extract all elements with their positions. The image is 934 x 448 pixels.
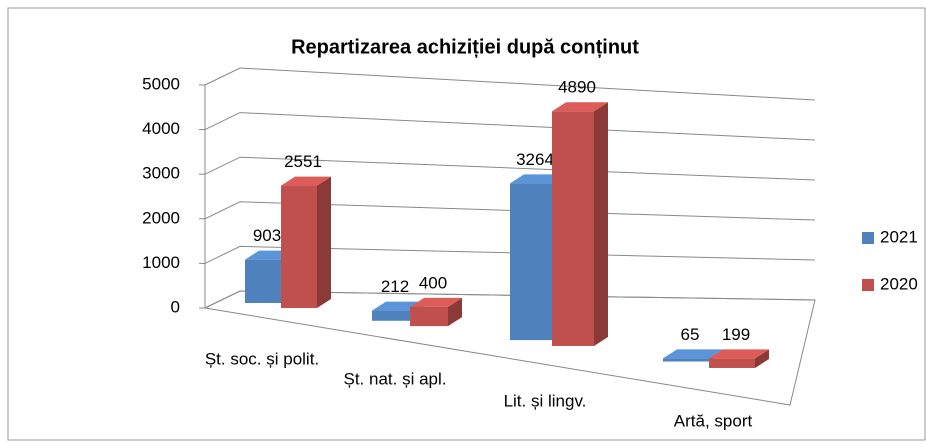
legend-label: 2020 (880, 274, 918, 293)
bar (709, 358, 755, 368)
bar-top (709, 349, 769, 359)
bar (663, 358, 709, 362)
y-tick-label: 3000 (142, 164, 180, 183)
chart-title: Repartizarea achiziției după conținut (291, 36, 639, 58)
x-tick-label: Lit. și lingv. (504, 391, 587, 410)
bar (372, 310, 410, 321)
bar (281, 185, 317, 309)
x-tick-label: Șt. nat. și apl. (344, 369, 447, 388)
y-tick-label: 5000 (142, 74, 180, 93)
data-label: 199 (722, 325, 750, 344)
grid-line (204, 67, 816, 101)
bar (510, 183, 552, 341)
y-tick-label: 1000 (142, 253, 180, 272)
grid-line (204, 156, 816, 181)
bar (410, 306, 448, 327)
data-label: 3264 (516, 150, 554, 169)
bar-side (594, 102, 608, 346)
bar-side (448, 297, 462, 327)
data-label: 903 (253, 226, 281, 245)
legend-swatch (862, 279, 874, 291)
data-label: 212 (381, 277, 409, 296)
grid-line (204, 290, 816, 309)
legend-label: 2021 (880, 227, 918, 246)
grid-line (204, 245, 816, 264)
bar (245, 259, 281, 303)
bar-top (281, 176, 331, 186)
bar-side (755, 349, 769, 368)
y-tick-label: 2000 (142, 208, 180, 227)
bar-top (410, 297, 462, 307)
x-tick-label: Artă, sport (674, 411, 753, 430)
bar-top (552, 102, 608, 112)
bar (552, 111, 594, 346)
x-tick-label: Șt. soc. și polit. (205, 349, 319, 368)
grid-line (204, 112, 816, 141)
bar-side (317, 176, 331, 309)
data-label: 65 (681, 325, 700, 344)
data-label: 400 (419, 273, 447, 292)
data-label: 2551 (284, 152, 322, 171)
data-label: 4890 (558, 78, 596, 97)
y-tick-label: 4000 (142, 119, 180, 138)
grid-line (204, 201, 816, 221)
bar-top (663, 349, 723, 359)
chart-frame (7, 7, 926, 441)
y-tick-label: 0 (171, 297, 180, 316)
legend-swatch (862, 232, 874, 244)
